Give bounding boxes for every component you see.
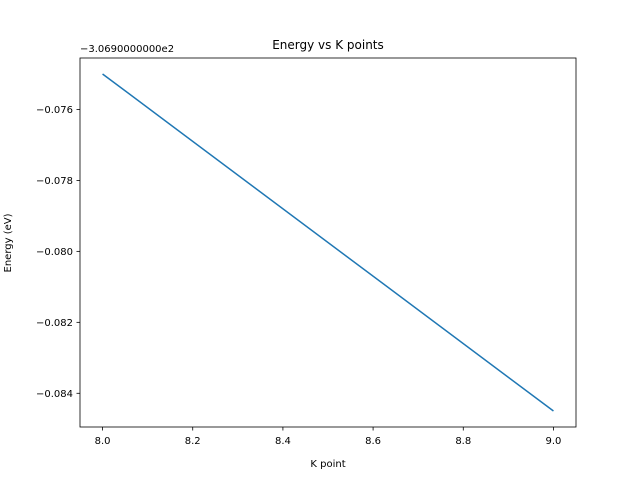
x-axis-label: K point [310,459,345,470]
x-tick-label: 8.6 [365,436,381,447]
y-tick-label: −0.084 [36,389,73,400]
y-tick-label: −0.078 [36,176,73,187]
y-tick-label: −0.080 [36,247,73,258]
x-tick-label: 8.4 [275,436,291,447]
y-axis-offset-label: −3.0690000000e2 [80,44,174,55]
y-tick-label: −0.082 [36,318,73,329]
x-tick-label: 9.0 [546,436,562,447]
axes-frame [79,57,577,428]
chart-title: Energy vs K points [272,38,384,52]
x-axis-ticks: 8.0 8.2 8.4 8.6 8.8 9.0 [95,427,562,447]
y-tick-label: −0.076 [36,105,73,116]
y-axis-ticks: −0.084 −0.082 −0.080 −0.078 −0.076 [36,105,80,400]
x-tick-label: 8.0 [95,436,111,447]
y-axis-label: Energy (eV) [3,213,14,272]
x-tick-label: 8.2 [185,436,201,447]
series-line-energy [102,73,554,412]
x-tick-label: 8.8 [455,436,471,447]
